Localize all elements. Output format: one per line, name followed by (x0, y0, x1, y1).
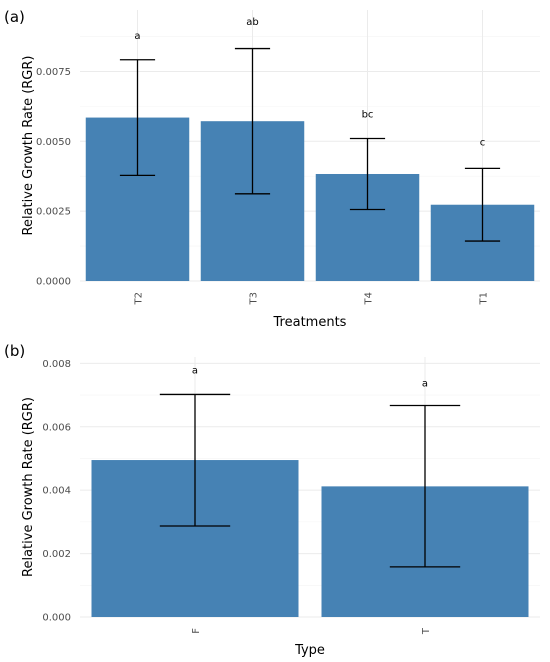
y-tick-label: 0.006 (42, 422, 71, 433)
panel-label-b: (b) (4, 342, 25, 360)
x-tick-label: T3 (249, 292, 260, 305)
x-tick-label: T1 (479, 292, 490, 305)
significance-label: a (192, 366, 198, 377)
error-bars-a (119, 47, 501, 242)
significance-labels-b: aa (192, 366, 428, 390)
bars-a (85, 117, 535, 281)
significance-label: ab (246, 17, 258, 28)
significance-label: c (480, 137, 486, 148)
y-tick-label: 0.000 (42, 613, 71, 624)
significance-label: a (134, 31, 140, 42)
panel-label-a: (a) (4, 8, 25, 26)
x-tick-labels-a: T2 T3 T4 T1 (134, 292, 490, 305)
error-bars-b (159, 393, 461, 568)
y-tick-labels-a: 0.0000 0.0025 0.0050 0.0075 (36, 67, 71, 288)
y-axis-label-a: Relative Growth Rate (RGR) (21, 56, 36, 236)
significance-labels-a: a ab bc c (134, 17, 485, 148)
y-tick-labels-b: 0.000 0.002 0.004 0.006 0.008 (42, 359, 71, 624)
x-axis-label-b: Type (294, 643, 325, 658)
y-tick-label: 0.0075 (36, 67, 71, 78)
y-tick-label: 0.0000 (36, 277, 71, 288)
chart-panel-a: (a) a ab bc c 0.0000 0.0025 0.0050 0.0075 T2 T3… (4, 8, 540, 330)
significance-label: a (422, 378, 428, 389)
bars-b (91, 460, 529, 617)
y-axis-label-b: Relative Growth Rate (RGR) (21, 397, 36, 577)
x-axis-label-a: Treatments (273, 315, 347, 330)
y-tick-label: 0.004 (42, 486, 71, 497)
x-tick-label: T4 (364, 292, 375, 305)
y-tick-label: 0.0050 (36, 137, 71, 148)
x-tick-label: F (191, 628, 202, 634)
y-tick-label: 0.0025 (36, 207, 71, 218)
y-tick-label: 0.002 (42, 549, 71, 560)
significance-label: bc (362, 109, 374, 120)
x-tick-label: T2 (134, 292, 145, 305)
y-tick-label: 0.008 (42, 359, 71, 370)
x-tick-label: T (421, 627, 432, 635)
